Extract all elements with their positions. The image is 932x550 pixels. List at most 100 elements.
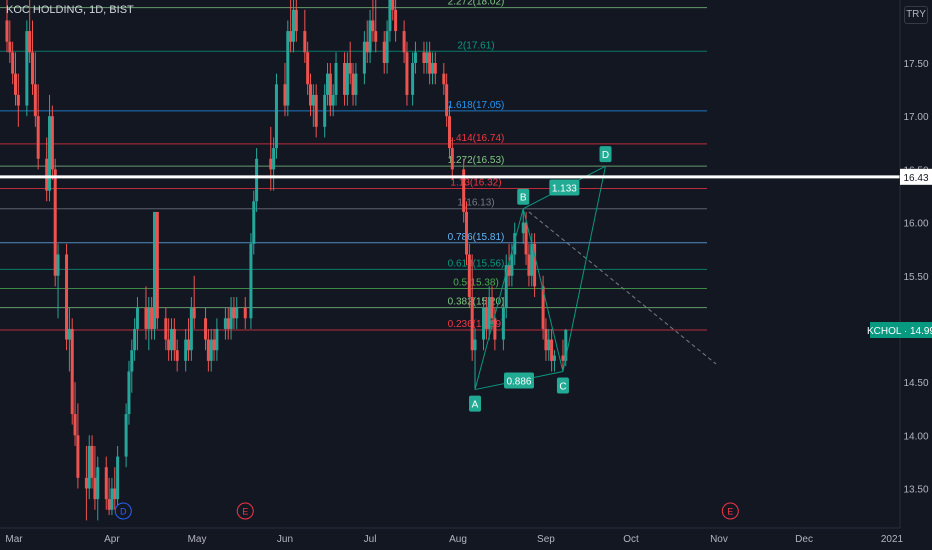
event-marker[interactable] [721, 502, 739, 520]
candle-body [394, 9, 398, 32]
candle-body [507, 265, 511, 276]
candle-body [428, 52, 432, 74]
candle-body [564, 330, 568, 361]
candle-body [374, 31, 378, 42]
fib-level-label: 0.236(14.99) [448, 319, 505, 330]
candle-body [541, 286, 545, 329]
event-marker-label: D [120, 507, 127, 517]
event-marker[interactable] [114, 502, 132, 520]
candle-body [53, 169, 57, 276]
candle-body [28, 31, 32, 53]
event-marker[interactable] [236, 502, 254, 520]
pattern-ratio-label: 0.886 [506, 377, 531, 388]
harmonic-pattern[interactable]: A B C D 0.886 1.133 [469, 146, 717, 412]
candle-body [411, 63, 415, 95]
candle-body [25, 31, 29, 106]
candle-body [184, 339, 188, 361]
pattern-point-c-label: C [559, 381, 566, 392]
candle-body [90, 445, 94, 478]
candle-body [283, 84, 287, 106]
fib-level-label: 0.618(15.56) [448, 258, 505, 269]
horizontal-line-price-label: 16.43 [903, 173, 928, 184]
candle-body [450, 148, 454, 170]
time-axis-panel [0, 528, 932, 550]
candle-body [135, 307, 139, 329]
candle-body [303, 31, 307, 53]
candle-body [36, 116, 40, 159]
x-tick-label: Mar [5, 534, 23, 545]
candle-body [272, 148, 276, 170]
pattern-path[interactable] [474, 166, 606, 390]
x-tick-label: Dec [795, 534, 813, 545]
candle-body [212, 339, 216, 351]
candle-body [235, 307, 239, 319]
pattern-point-c-badge[interactable] [556, 377, 569, 394]
candle-body [48, 116, 52, 191]
candle-body [45, 158, 49, 191]
candle-body [348, 63, 352, 74]
x-tick-label: 2021 [881, 534, 904, 545]
candle-body [65, 254, 69, 340]
candle-body [73, 414, 77, 436]
fib-level-label: 1.618(17.05) [448, 100, 505, 111]
candle-body [402, 31, 406, 53]
candle-body [152, 211, 156, 329]
candle-body [490, 297, 494, 319]
x-tick-label: Jun [277, 534, 293, 545]
candles [5, 0, 568, 521]
candle-body [56, 254, 60, 276]
candle-body [334, 63, 338, 95]
x-tick-label: Sep [537, 534, 555, 545]
candle-body [343, 63, 347, 95]
candle-body [510, 254, 514, 276]
candle-body [204, 318, 208, 340]
pattern-point-a-badge[interactable] [469, 395, 482, 412]
fib-level-label: 1(16.13) [457, 198, 494, 209]
currency-badge[interactable]: TRY [904, 6, 928, 24]
pattern-ratio-badge[interactable] [503, 372, 534, 389]
horizontal-line-price-badge [900, 168, 932, 185]
candle-body [473, 339, 477, 351]
candle-body [289, 31, 293, 42]
candle-body [167, 339, 171, 351]
pattern-point-a-label: A [472, 400, 479, 411]
y-tick-label: 14.00 [903, 431, 928, 442]
pattern-point-b-label: B [520, 193, 527, 204]
fib-level-label: 0.786(15.81) [448, 232, 505, 243]
candle-body [76, 435, 80, 478]
candle-body [470, 297, 474, 351]
fib-level-label: 0.382(15.20) [448, 297, 505, 308]
candle-body [544, 328, 548, 351]
candle-body [206, 339, 210, 361]
candle-body [189, 307, 193, 351]
candle-body [209, 339, 213, 361]
fib-level-label: 1.272(16.53) [448, 155, 505, 166]
candle-body [391, 0, 395, 10]
y-tick-label: 17.00 [903, 112, 928, 123]
candle-body [314, 94, 318, 127]
candle-body [351, 73, 355, 95]
candle-body [326, 73, 330, 95]
candle-body [175, 350, 179, 361]
candle-body [501, 307, 505, 340]
candle-body [368, 20, 372, 53]
candle-body [5, 20, 9, 42]
candle-body [362, 41, 366, 74]
pattern-point-d-badge[interactable] [599, 146, 612, 163]
x-tick-label: Aug [449, 534, 467, 545]
candle-body [294, 9, 298, 32]
candle-body [484, 307, 488, 329]
candle-body [308, 84, 312, 106]
candle-body [147, 307, 151, 329]
candle-body [286, 31, 290, 106]
y-tick-label: 15.50 [903, 272, 928, 283]
candle-body [13, 73, 17, 95]
pattern-ratio-badge[interactable] [549, 179, 580, 196]
candle-body [243, 307, 247, 319]
candle-body [547, 339, 551, 351]
pattern-point-b-badge[interactable] [517, 188, 530, 205]
